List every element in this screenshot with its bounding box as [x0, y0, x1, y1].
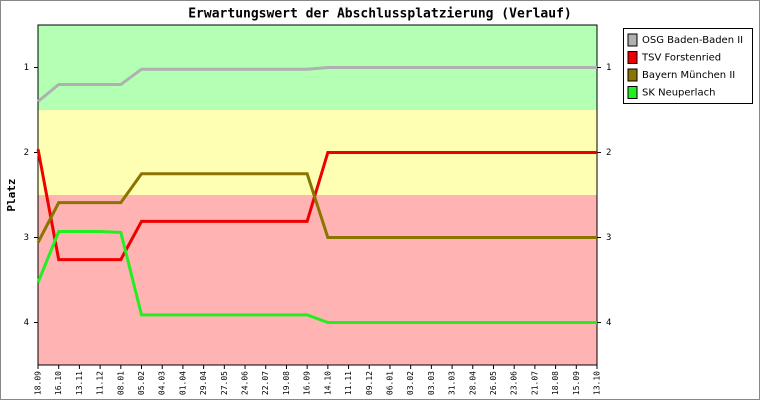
y-tick-label: 3: [24, 233, 29, 243]
x-tick-label: 24.06: [241, 371, 250, 395]
x-tick-label: 03.03: [427, 371, 436, 395]
x-tick-label: 27.05: [220, 371, 229, 395]
legend-swatch: [627, 86, 638, 99]
x-tick-label: 14.10: [323, 371, 332, 395]
series-line: [36, 230, 597, 324]
x-tick-label: 18.08: [551, 371, 560, 395]
x-tick-label: 18.09: [34, 371, 43, 395]
x-tick-label: 31.03: [448, 371, 457, 395]
x-tick-label: 09.12: [365, 371, 374, 395]
y-tick-label: 2: [24, 148, 29, 158]
x-tick-label: 13.10: [593, 371, 602, 395]
y-axis-label: Platz: [5, 178, 18, 211]
x-tick-label: 03.02: [406, 371, 415, 395]
y2-tick-label: 4: [606, 318, 611, 328]
legend-label: TSV Forstenried: [641, 53, 721, 64]
y2-tick-label: 3: [606, 233, 611, 243]
x-tick-label: 08.01: [116, 371, 125, 395]
y2-tick-label: 1: [606, 63, 611, 73]
x-tick-label: 16.09: [303, 371, 312, 395]
legend-label: SK Neuperlach: [642, 88, 715, 99]
x-tick-label: 01.04: [178, 371, 187, 395]
x-tick-label: 21.07: [530, 371, 539, 395]
band: [38, 195, 597, 365]
x-tick-label: 11.11: [344, 371, 353, 395]
y-tick-label: 4: [24, 318, 29, 328]
y-tick-label: 1: [24, 63, 29, 73]
x-tick-label: 29.04: [199, 371, 208, 395]
plot-border: [37, 24, 598, 366]
legend: [623, 28, 753, 104]
x-tick-label: 11.12: [96, 371, 105, 395]
chart-title: Erwartungswert der Abschlussplatzierung …: [188, 7, 572, 22]
x-tick-label: 05.02: [137, 371, 146, 395]
x-tick-label: 15.09: [572, 371, 581, 395]
x-tick-label: 04.03: [158, 371, 167, 395]
x-tick-label: 19.08: [282, 371, 291, 395]
legend-swatch: [627, 68, 638, 82]
x-tick-label: 22.07: [261, 371, 270, 395]
legend-swatch: [627, 33, 638, 47]
x-tick-label: 06.01: [385, 371, 394, 395]
series-line: [36, 172, 597, 244]
series-line: [36, 148, 597, 262]
legend-swatch: [627, 51, 638, 64]
series-line: [37, 66, 597, 103]
y2-tick-label: 2: [606, 148, 611, 158]
legend-label: Bayern München II: [642, 70, 735, 81]
legend-label: OSG Baden-Baden II: [642, 35, 743, 46]
x-tick-label: 23.06: [510, 371, 519, 395]
x-tick-label: 13.11: [75, 371, 84, 395]
x-tick-label: 26.05: [489, 371, 498, 395]
x-tick-label: 28.04: [468, 371, 477, 395]
x-tick-label: 16.10: [54, 371, 63, 395]
